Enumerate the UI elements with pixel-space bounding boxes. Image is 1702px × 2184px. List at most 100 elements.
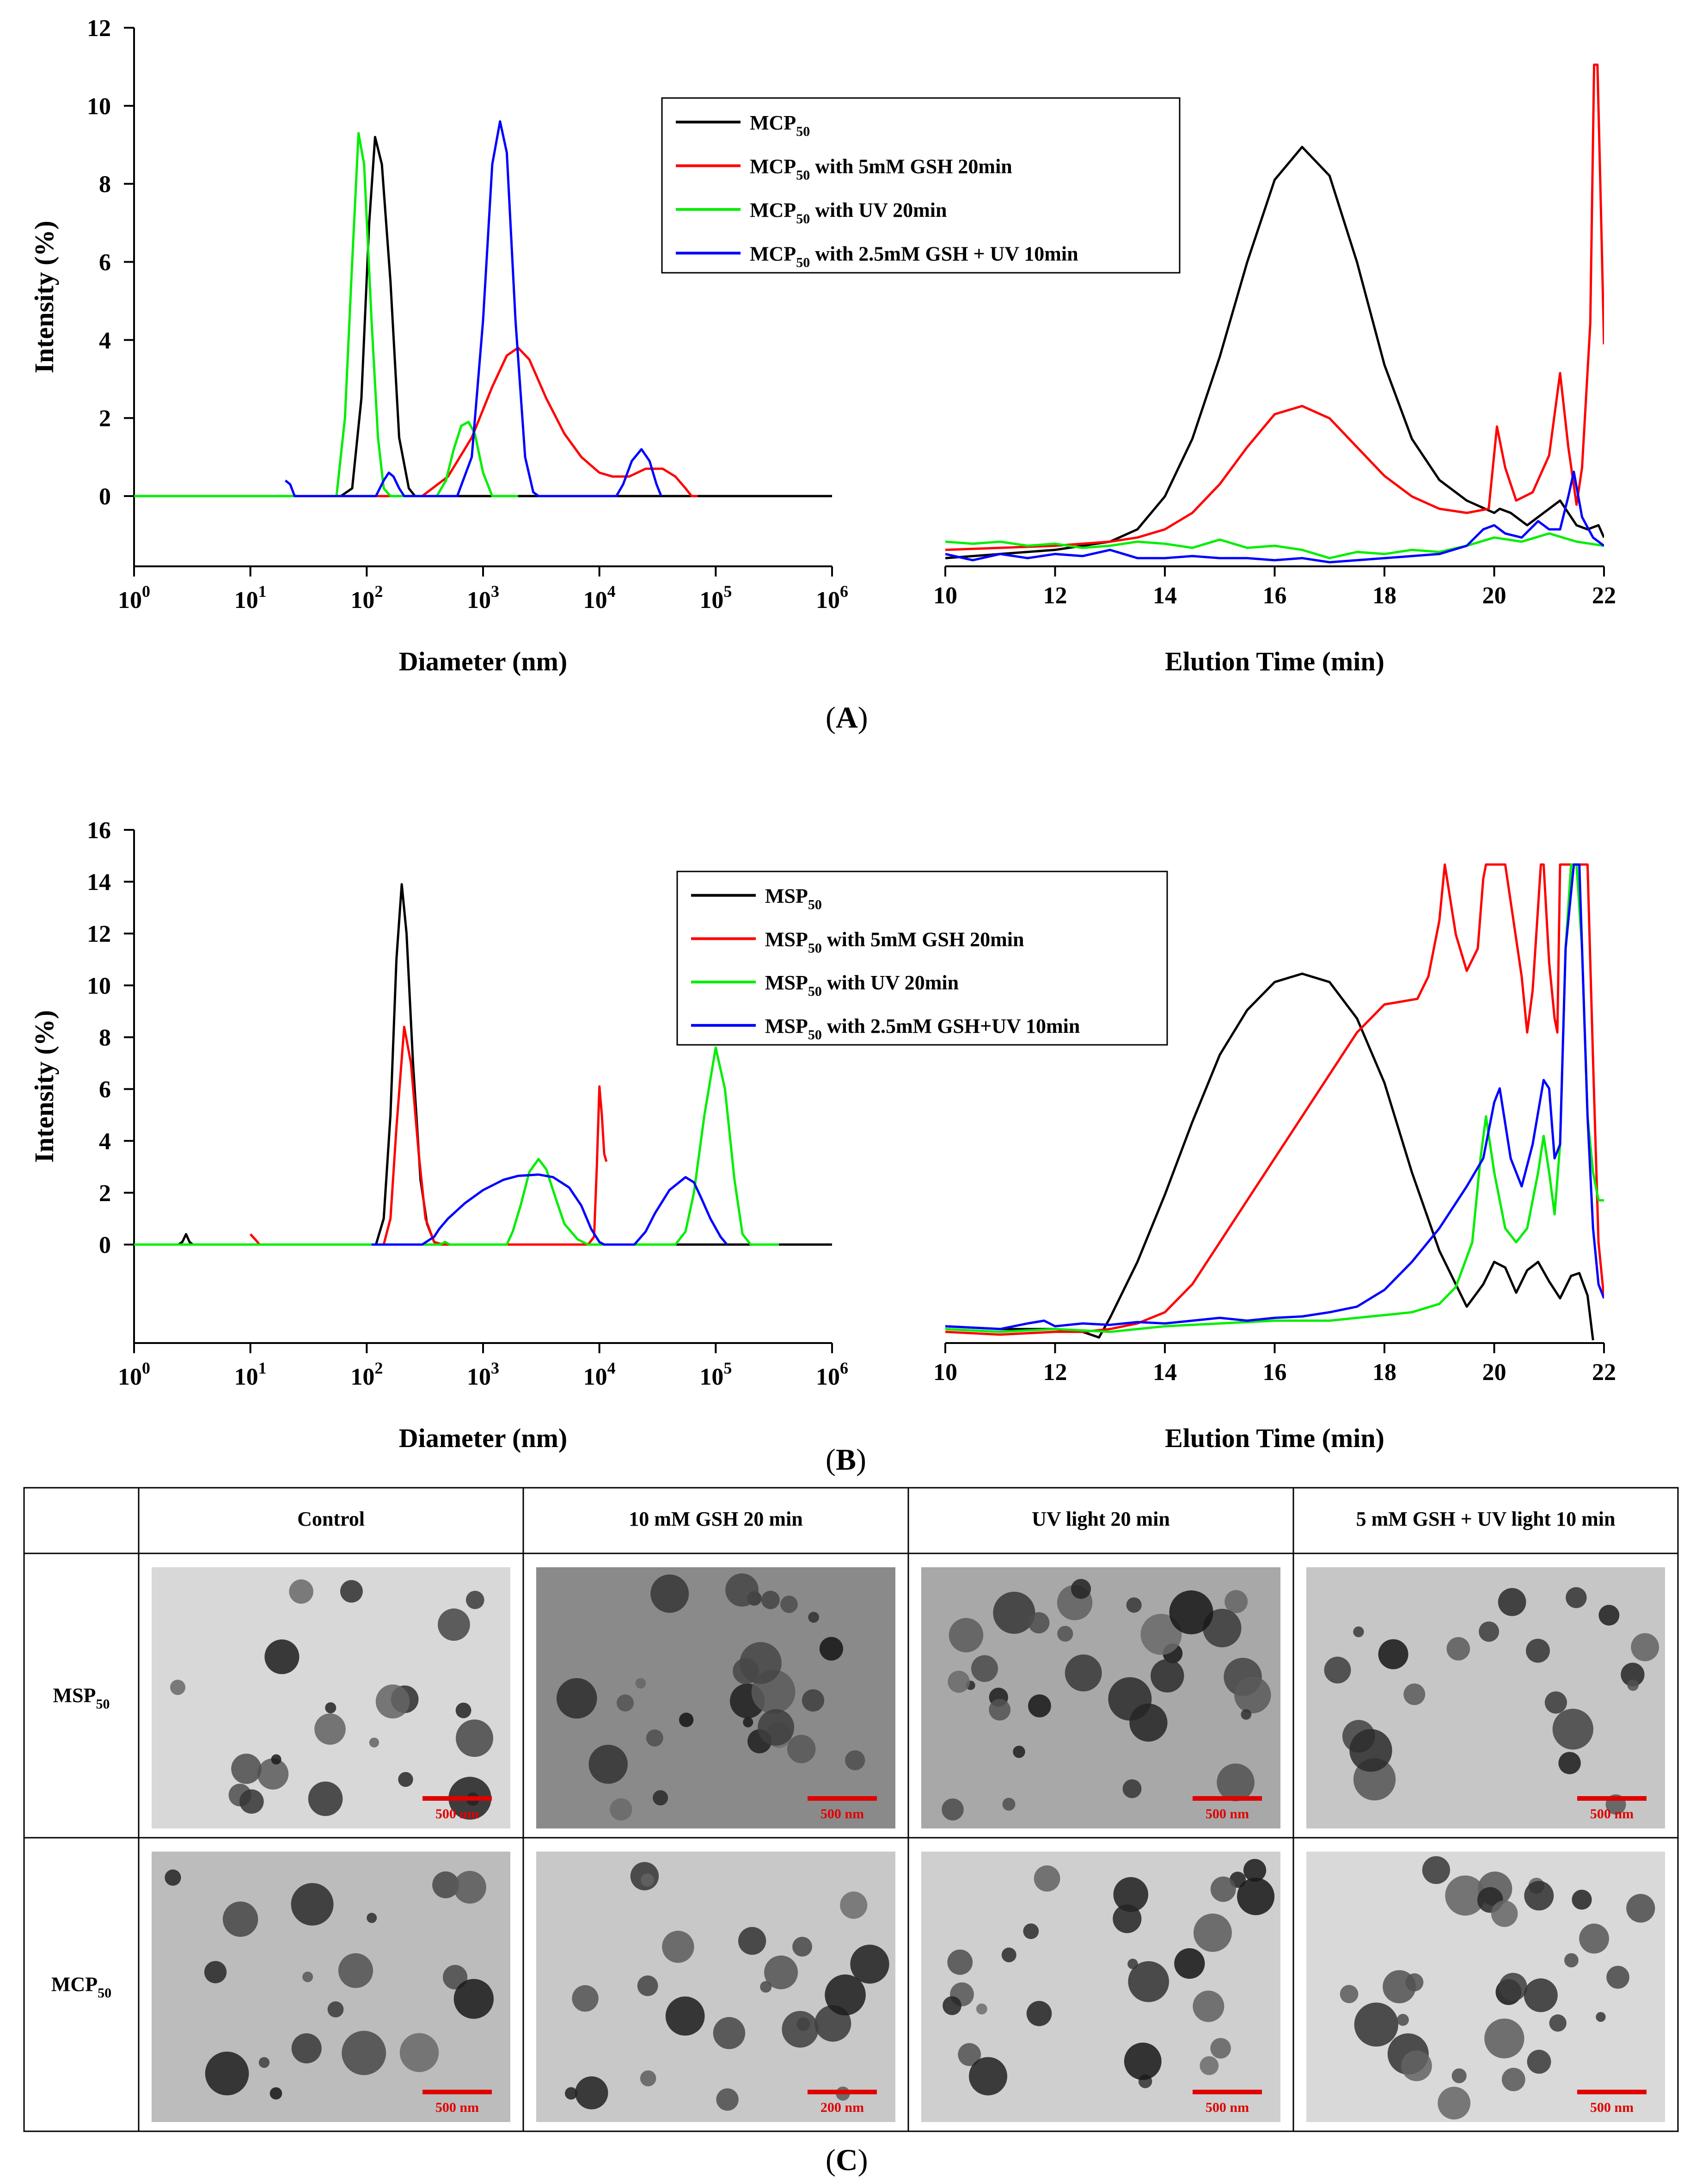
scale-bar-label: 500 nm — [435, 2100, 479, 2115]
particle — [1193, 1990, 1224, 2022]
particle — [725, 1573, 759, 1607]
series-line-0 — [945, 146, 1604, 559]
particle — [1113, 1904, 1142, 1933]
x-tick-label: 105 — [699, 582, 732, 613]
x-tick-label: 18 — [1372, 583, 1396, 609]
chart-B-right: 10 12 14 16 18 20 22 Elution Time (min) — [933, 863, 1616, 1453]
particle — [1627, 1679, 1639, 1691]
particle — [369, 1737, 380, 1748]
particle — [565, 2087, 577, 2100]
y-tick-label: 12 — [87, 15, 111, 42]
legend-label: MCP50 — [750, 111, 810, 139]
tem-image: 500 nm — [921, 1567, 1280, 1828]
particle — [958, 2043, 981, 2066]
particle — [1396, 2014, 1409, 2026]
particle — [222, 1901, 258, 1937]
particle — [271, 1754, 282, 1765]
particle — [1013, 1745, 1025, 1758]
x-tick-label: 20 — [1482, 583, 1506, 609]
y-axis-label: Intensity (%) — [29, 221, 59, 373]
row-label: MCP50 — [51, 1973, 111, 2001]
series-line-3 — [945, 471, 1604, 564]
x-tick-label: 18 — [1372, 1359, 1396, 1386]
x-tick-label: 12 — [1043, 583, 1067, 609]
particle — [1422, 1856, 1451, 1884]
particle — [465, 1590, 484, 1609]
particle — [1128, 1961, 1169, 2002]
y-axis-label: Intensity (%) — [29, 1010, 59, 1163]
particle — [802, 1689, 825, 1712]
particle — [1349, 1729, 1392, 1772]
particle — [1122, 1779, 1142, 1798]
particle — [1028, 1612, 1050, 1634]
particle — [787, 1735, 816, 1763]
y-tick-label: 0 — [99, 1232, 111, 1258]
particle — [1527, 2049, 1551, 2074]
particle — [1378, 1639, 1408, 1669]
legend-box — [661, 97, 1181, 274]
particle — [1525, 1638, 1550, 1663]
particle — [1243, 1859, 1267, 1882]
particle — [610, 1798, 632, 1821]
particle — [204, 1961, 227, 1983]
particle — [993, 1591, 1035, 1634]
legend-label: MCP50 with 5mM GSH 20min — [750, 155, 1012, 183]
particle — [1631, 1633, 1659, 1662]
particle — [850, 1945, 889, 1984]
legend-label: MSP50 with 5mM GSH 20min — [765, 928, 1024, 956]
particle — [1383, 1970, 1416, 2004]
y-tick-label: 16 — [87, 817, 111, 844]
particle — [738, 1927, 766, 1955]
x-tick-label: 104 — [583, 1359, 616, 1390]
particle — [1324, 1656, 1351, 1684]
scale-bar — [422, 1796, 492, 1801]
y-tick-label: 6 — [99, 250, 111, 276]
particle — [1127, 1958, 1138, 1969]
particle — [653, 1790, 668, 1806]
particle — [1564, 1953, 1579, 1968]
particle — [640, 2070, 656, 2086]
particle — [637, 1975, 658, 1996]
particle — [758, 1709, 795, 1746]
tem-grid: Control 10 mM GSH 20 min UV light 20 min 5 … — [23, 1487, 1679, 2132]
particle — [1151, 1659, 1184, 1693]
particle — [1451, 2068, 1467, 2084]
particle — [1501, 2067, 1525, 2092]
scale-bar — [1577, 2090, 1647, 2094]
particle — [1001, 1947, 1016, 1963]
particle — [264, 1639, 300, 1675]
particle — [1026, 2001, 1052, 2026]
column-header: 5 mM GSH + UV light 10 min — [1356, 1508, 1616, 1530]
particle — [325, 1702, 337, 1713]
particle — [665, 1996, 705, 2036]
particle — [1598, 1605, 1620, 1626]
particle — [575, 2076, 608, 2110]
particle — [764, 1955, 798, 1989]
particle — [1491, 1900, 1518, 1927]
particle — [662, 1931, 694, 1963]
particle — [1552, 1708, 1593, 1750]
particle — [1558, 1752, 1581, 1774]
scale-bar-label: 500 nm — [435, 1806, 479, 1822]
x-tick-label: 100 — [118, 1359, 150, 1390]
particle — [782, 2011, 819, 2048]
y-tick-label: 2 — [99, 1180, 111, 1207]
x-tick-label: 103 — [467, 1359, 499, 1390]
axes: 10 12 14 16 18 20 22 — [933, 1342, 1616, 1386]
particle — [1200, 2056, 1219, 2075]
y-tick-label: 10 — [87, 93, 111, 120]
series-line-3 — [284, 120, 662, 497]
particle — [1217, 1763, 1255, 1802]
particle — [1566, 1587, 1587, 1608]
particle — [291, 2033, 322, 2064]
scale-bar-label: 500 nm — [1206, 1806, 1249, 1822]
y-tick-label: 2 — [99, 405, 111, 432]
y-tick-label: 8 — [99, 1025, 111, 1051]
scale-bar — [1193, 2090, 1262, 2094]
tem-image: 500 nm — [1306, 1567, 1665, 1828]
particle — [949, 1618, 984, 1653]
particle — [231, 1754, 262, 1784]
particle — [1057, 1626, 1073, 1642]
particle — [1484, 2018, 1524, 2059]
